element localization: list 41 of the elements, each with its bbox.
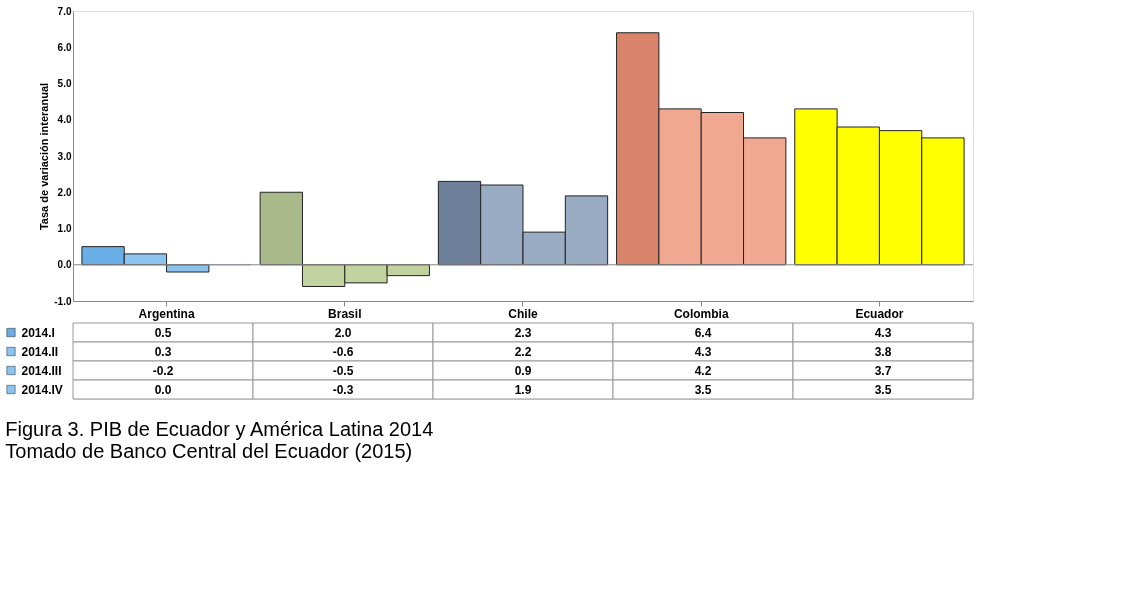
data-label: 0.0	[154, 382, 172, 397]
data-label: 3.5	[694, 382, 712, 397]
data-label: 6.4	[694, 325, 712, 340]
text: Tomado de Banco Central del Ecuador (2015)	[5, 440, 413, 462]
legend-label: 2014.III	[21, 363, 62, 378]
legend-label: 2014.I	[21, 325, 55, 340]
data-label: 2.2	[514, 344, 532, 359]
legend-label: 2014.IV	[21, 382, 63, 397]
data-label: -0.5	[332, 363, 354, 378]
data-label: 0.5	[154, 325, 172, 340]
data-label: 3.7	[874, 363, 892, 378]
data-label: -0.2	[152, 363, 174, 378]
y-tick-label: 6.0	[57, 41, 72, 53]
data-label: 1.9	[514, 382, 532, 397]
x-tick-label: Ecuador	[855, 306, 904, 321]
x-tick-label: Colombia	[673, 306, 729, 321]
data-label: -0.6	[332, 344, 354, 359]
legend-label: 2014.II	[21, 344, 59, 359]
y-tick-label: 4.0	[57, 114, 72, 126]
y-tick-label: -1.0	[54, 295, 72, 307]
data-label: 4.2	[694, 363, 712, 378]
y-tick-label: 1.0	[57, 223, 72, 234]
y-tick-label: 2.0	[57, 186, 72, 198]
x-tick-label: Argentina	[138, 306, 195, 321]
data-label: 0.9	[514, 363, 532, 378]
data-label: 2.0	[334, 325, 352, 340]
data-label: 3.8	[874, 344, 892, 359]
x-tick-label: Chile	[508, 306, 538, 321]
y-axis-title: Tasa de variación interanual	[38, 82, 51, 231]
data-label: 4.3	[694, 344, 712, 359]
text: Figura 3. PIB de Ecuador y América Latina 2014	[5, 418, 434, 440]
data-label: 3.5	[874, 382, 892, 397]
data-label: -0.3	[332, 382, 354, 397]
data-label: 0.3	[154, 344, 172, 359]
data-label: 2.3	[514, 325, 532, 340]
x-tick-label: Brasil	[328, 306, 362, 321]
y-tick-label: 7.0	[57, 5, 72, 17]
y-tick-label: 0.0	[57, 259, 72, 271]
y-tick-label: 5.0	[57, 78, 72, 89]
data-label: 4.3	[874, 325, 892, 340]
y-tick-label: 3.0	[57, 150, 72, 162]
